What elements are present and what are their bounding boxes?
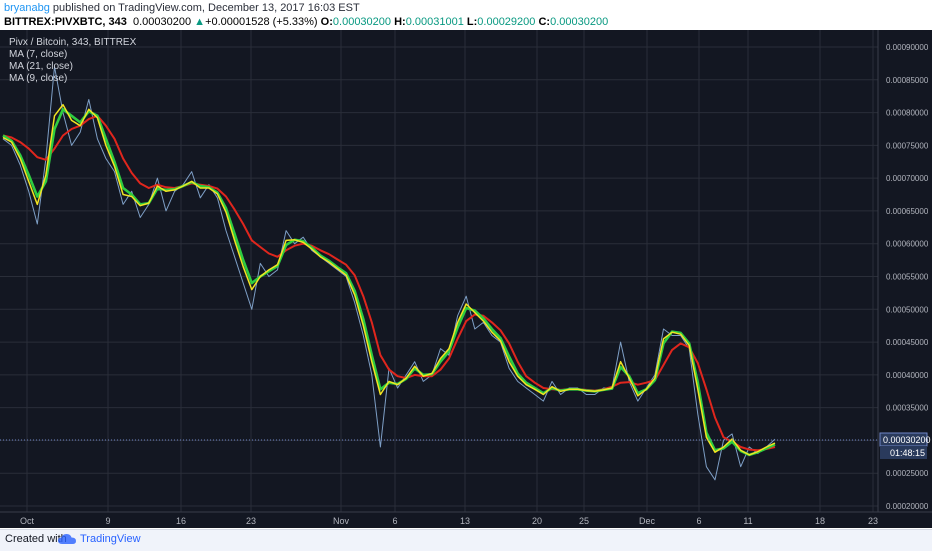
- close-label: C:: [538, 16, 551, 28]
- legend-ma21: MA (21, close): [9, 61, 73, 72]
- y-tick-label: 0.00070000: [886, 174, 929, 183]
- x-tick-label: Oct: [20, 516, 35, 526]
- high-value: 0.00031001: [405, 16, 464, 28]
- low-label: L:: [466, 16, 478, 28]
- y-tick-label: 0.00060000: [886, 240, 929, 249]
- y-tick-label: 0.00085000: [886, 76, 929, 85]
- published-text: published on TradingView.com, December 1…: [49, 2, 360, 14]
- y-tick-label: 0.00025000: [886, 469, 929, 478]
- countdown-tag: [880, 446, 927, 459]
- x-tick-label: 23: [868, 516, 878, 526]
- series-line-ma21: [2, 114, 776, 452]
- legend-ma9: MA (9, close): [9, 73, 67, 84]
- y-tick-label: 0.00045000: [886, 338, 929, 347]
- y-tick-label: 0.00035000: [886, 404, 929, 413]
- tradingview-cloud-icon: [58, 534, 76, 544]
- tradingview-brand-link[interactable]: TradingView: [80, 533, 141, 545]
- y-tick-label: 0.00040000: [886, 371, 929, 380]
- legend-ma7: MA (7, close): [9, 49, 67, 60]
- x-tick-label: 16: [176, 516, 186, 526]
- x-tick-label: 25: [579, 516, 589, 526]
- low-value: 0.00029200: [477, 16, 536, 28]
- y-tick-label: 0.00090000: [886, 43, 929, 52]
- footer-bar: Created with TradingView: [0, 529, 932, 551]
- time-axis[interactable]: Oct 9 16 23 Nov 6 13 20 25 Dec 6 11 18 23: [20, 516, 878, 526]
- y-tick-label: 0.00075000: [886, 141, 929, 150]
- last-price-tag-text: 0.00030200: [883, 435, 931, 445]
- legend-title: Pivx / Bitcoin, 343, BITTREX: [9, 37, 137, 48]
- x-tick-label: 11: [743, 516, 752, 526]
- x-tick-label: 6: [392, 516, 397, 526]
- x-tick-label: 9: [105, 516, 110, 526]
- price-chart[interactable]: 0.00090000 0.00085000 0.00080000 0.00075000…: [0, 30, 932, 528]
- chart-background: [0, 30, 932, 528]
- symbol-label: BITTREX:PIVXBTC, 343: [4, 16, 127, 28]
- y-tick-label: 0.00065000: [886, 207, 929, 216]
- last-price: 0.00030200: [132, 16, 192, 28]
- x-tick-label: 23: [246, 516, 256, 526]
- publish-info: bryanabg published on TradingView.com, D…: [4, 2, 360, 14]
- up-arrow-icon: ▲: [194, 16, 206, 28]
- ohlc-line: BITTREX:PIVXBTC, 343 0.00030200 ▲+0.0000…: [4, 16, 608, 28]
- x-tick-label: Nov: [333, 516, 350, 526]
- x-tick-label: Dec: [639, 516, 656, 526]
- created-with-text: Created with: [5, 533, 67, 545]
- x-tick-label: 6: [696, 516, 701, 526]
- open-value: 0.00030200: [332, 16, 392, 28]
- author-link[interactable]: bryanabg: [4, 2, 50, 14]
- y-tick-label: 0.00050000: [886, 305, 929, 314]
- close-value: 0.00030200: [550, 16, 609, 28]
- y-tick-label: 0.00055000: [886, 273, 929, 282]
- y-tick-label: 0.00080000: [886, 109, 929, 118]
- change-value: +0.00001528 (+5.33%): [205, 16, 318, 28]
- series-line-ma7: [2, 103, 776, 456]
- high-label: H:: [394, 16, 406, 28]
- x-tick-label: 18: [815, 516, 825, 526]
- chart-series: [2, 66, 776, 481]
- x-tick-label: 20: [532, 516, 542, 526]
- open-label: O:: [320, 16, 333, 28]
- x-tick-label: 13: [460, 516, 470, 526]
- countdown-text: 01:48:15: [890, 448, 925, 458]
- y-tick-label: 0.00020000: [886, 502, 929, 511]
